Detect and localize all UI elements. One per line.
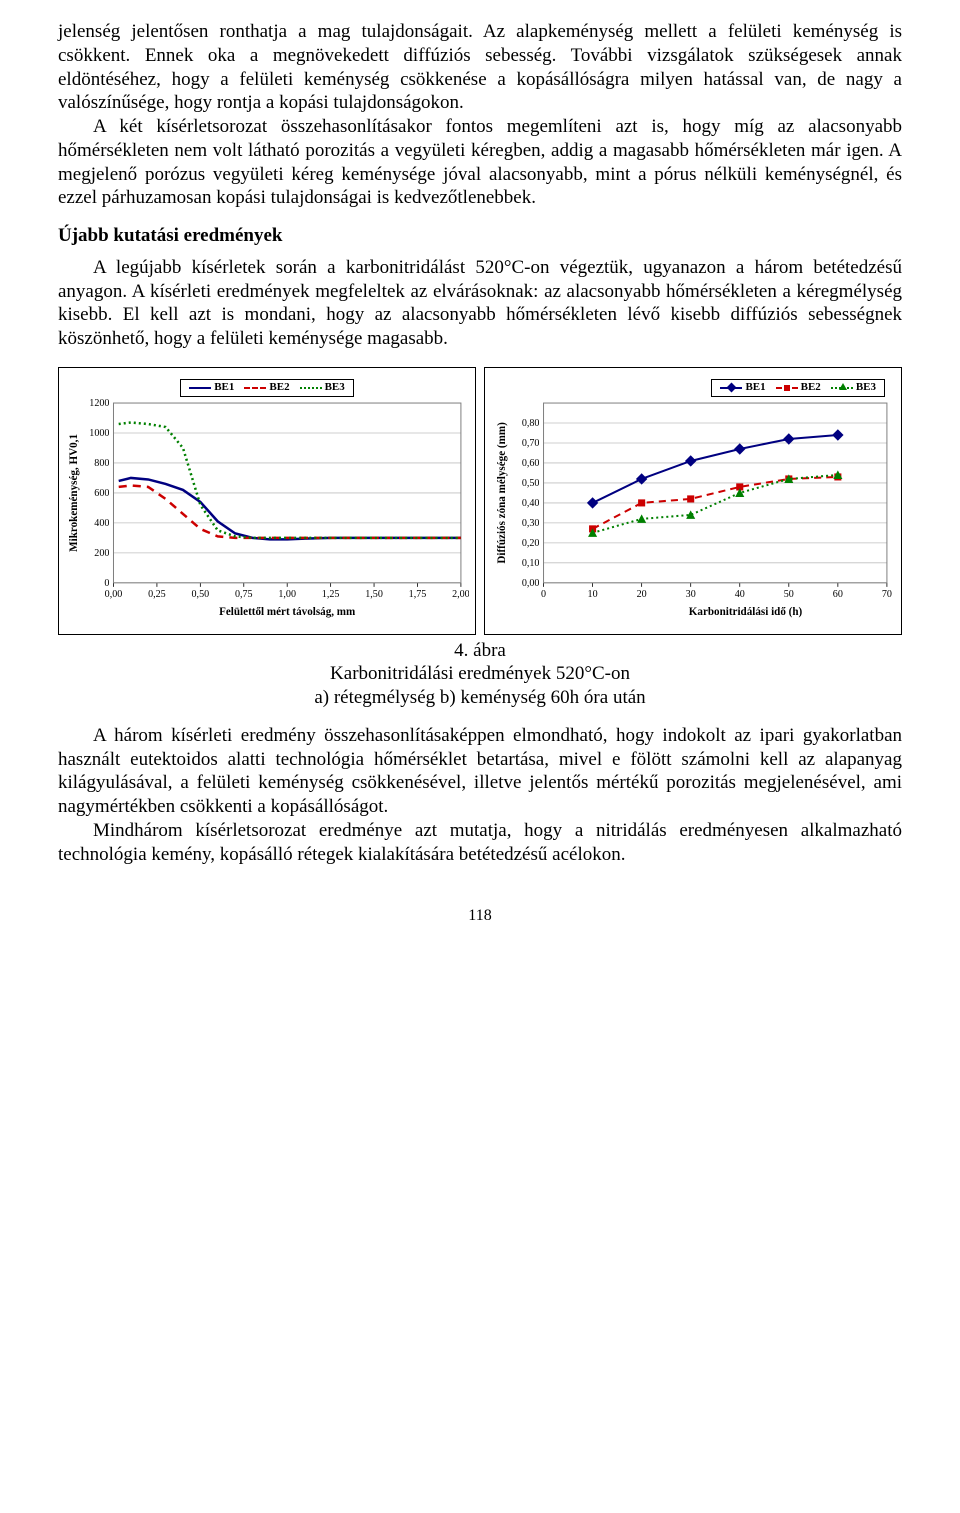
svg-text:30: 30 [686,589,696,600]
paragraph-5: Mindhárom kísérletsorozat eredménye azt … [58,819,902,867]
svg-text:0,80: 0,80 [522,418,540,429]
paragraph-1: jelenség jelentősen ronthatja a mag tula… [58,20,902,115]
legend-label: BE3 [856,381,876,395]
svg-text:800: 800 [94,458,109,469]
paragraph-3: A legújabb kísérletek során a karbonitri… [58,256,902,351]
legend-label: BE2 [801,381,821,395]
legend-label: BE3 [325,381,345,395]
svg-text:0,50: 0,50 [192,589,210,600]
svg-text:0,30: 0,30 [522,518,540,529]
svg-text:Karbonitridálási idő (h): Karbonitridálási idő (h) [689,606,803,618]
svg-text:1000: 1000 [89,428,109,439]
legend-label: BE1 [214,381,234,395]
paragraph-4: A három kísérleti eredmény összehasonlít… [58,724,902,819]
charts-row: BE1 BE2 BE3 0200400600800100012000,000,2… [58,367,902,635]
svg-text:70: 70 [882,589,892,600]
chart-a-legend: BE1 BE2 BE3 [180,379,354,397]
svg-text:1,75: 1,75 [409,589,427,600]
section-heading: Újabb kutatási eredmények [58,224,902,248]
svg-text:50: 50 [784,589,794,600]
chart-a-svg: 0 200 400 600 800 1000 1200 0,00 0,25 0,50 0,75 1,0… [65,399,469,621]
svg-text:1,00: 1,00 [278,589,296,600]
svg-text:1200: 1200 [89,399,109,409]
svg-text:0,75: 0,75 [235,589,253,600]
paragraph-2: A két kísérletsorozat összehasonlításako… [58,115,902,210]
svg-text:1,50: 1,50 [365,589,383,600]
chart-b-svg: 0,00 0,10 0,20 0,30 0,40 0,50 0,60 0,70 0,80 0 10 2… [491,399,895,621]
svg-text:0,00: 0,00 [105,589,123,600]
svg-text:40: 40 [735,589,745,600]
svg-text:600: 600 [94,488,109,499]
caption-line: a) rétegmélység b) keménység 60h óra utá… [314,687,645,708]
caption-line: 4. ábra [454,640,506,661]
svg-text:0,70: 0,70 [522,438,540,449]
page-number: 118 [58,906,902,926]
figure-caption: 4. ábra Karbonitridálási eredmények 520°… [58,639,902,710]
svg-text:0,00: 0,00 [522,577,540,588]
svg-text:60: 60 [833,589,843,600]
svg-text:Mikrokeménység, HV0,1: Mikrokeménység, HV0,1 [68,434,80,552]
svg-text:0,20: 0,20 [522,538,540,549]
svg-text:2,00: 2,00 [452,589,469,600]
svg-text:1,25: 1,25 [322,589,340,600]
legend-label: BE1 [745,381,765,395]
chart-b-legend: BE1 BE2 BE3 [711,379,885,397]
svg-text:0,25: 0,25 [148,589,166,600]
legend-label: BE2 [269,381,289,395]
chart-b: BE1 BE2 BE3 0,00 0,10 0,20 0,30 0,40 0,50 0,60… [484,367,902,635]
svg-text:0,50: 0,50 [522,478,540,489]
svg-text:400: 400 [94,518,109,529]
svg-text:0,60: 0,60 [522,458,540,469]
chart-a: BE1 BE2 BE3 0 200 400 600 800 1000 1200 0,00 0,2… [58,367,476,635]
svg-text:10: 10 [588,589,598,600]
svg-text:200: 200 [94,548,109,559]
svg-text:Diffúziós zóna mélysége (mm): Diffúziós zóna mélysége (mm) [496,422,508,564]
svg-text:0: 0 [104,577,109,588]
caption-line: Karbonitridálási eredmények 520°C-on [330,663,630,684]
svg-text:0,40: 0,40 [522,498,540,509]
svg-text:Felülettől mért távolság, mm: Felülettől mért távolság, mm [219,606,356,618]
svg-text:20: 20 [637,589,647,600]
svg-text:0,10: 0,10 [522,557,540,568]
svg-text:0: 0 [541,589,546,600]
